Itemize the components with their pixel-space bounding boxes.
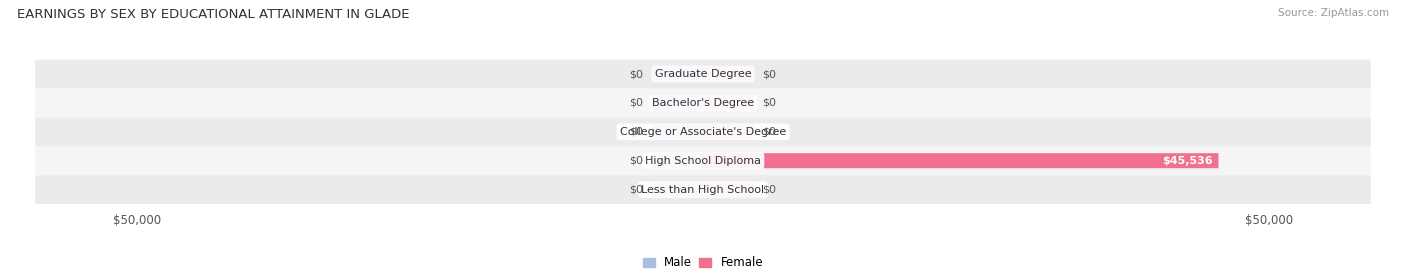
Text: $0: $0 — [630, 185, 644, 194]
FancyBboxPatch shape — [703, 182, 754, 197]
Text: Source: ZipAtlas.com: Source: ZipAtlas.com — [1278, 8, 1389, 18]
Text: $0: $0 — [762, 98, 776, 108]
Text: $0: $0 — [762, 185, 776, 194]
Text: EARNINGS BY SEX BY EDUCATIONAL ATTAINMENT IN GLADE: EARNINGS BY SEX BY EDUCATIONAL ATTAINMEN… — [17, 8, 409, 21]
FancyBboxPatch shape — [652, 153, 703, 168]
Text: $0: $0 — [762, 127, 776, 137]
FancyBboxPatch shape — [35, 117, 1371, 146]
Text: High School Diploma: High School Diploma — [645, 156, 761, 166]
FancyBboxPatch shape — [652, 124, 703, 139]
FancyBboxPatch shape — [652, 182, 703, 197]
Text: $0: $0 — [630, 127, 644, 137]
Legend: Male, Female: Male, Female — [638, 252, 768, 269]
FancyBboxPatch shape — [35, 89, 1371, 117]
FancyBboxPatch shape — [652, 66, 703, 82]
Text: $0: $0 — [630, 98, 644, 108]
FancyBboxPatch shape — [703, 66, 754, 82]
FancyBboxPatch shape — [35, 175, 1371, 204]
Text: Graduate Degree: Graduate Degree — [655, 69, 751, 79]
Text: Less than High School: Less than High School — [641, 185, 765, 194]
Text: $45,536: $45,536 — [1163, 156, 1213, 166]
Text: College or Associate's Degree: College or Associate's Degree — [620, 127, 786, 137]
FancyBboxPatch shape — [703, 153, 1219, 168]
Text: $0: $0 — [630, 156, 644, 166]
FancyBboxPatch shape — [703, 124, 754, 139]
FancyBboxPatch shape — [35, 146, 1371, 175]
FancyBboxPatch shape — [703, 95, 754, 111]
Text: $0: $0 — [762, 69, 776, 79]
FancyBboxPatch shape — [652, 95, 703, 111]
Text: $0: $0 — [630, 69, 644, 79]
FancyBboxPatch shape — [35, 59, 1371, 89]
Text: Bachelor's Degree: Bachelor's Degree — [652, 98, 754, 108]
